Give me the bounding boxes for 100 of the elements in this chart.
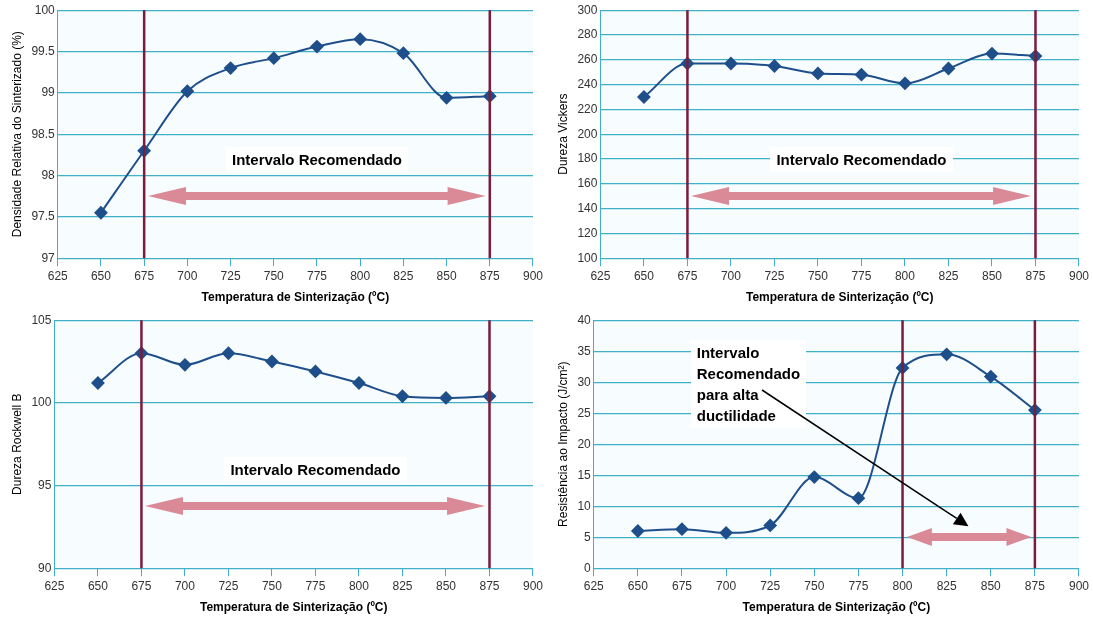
y-tick-label: 120 — [577, 225, 598, 240]
point — [854, 68, 868, 82]
x-tick-label: 875 — [1024, 578, 1046, 593]
x-tick-label: 650 — [627, 578, 649, 593]
x-tick-label: 825 — [392, 578, 413, 593]
x-tick-label: 850 — [980, 578, 1002, 593]
x-tick-label: 775 — [306, 268, 328, 283]
point — [440, 91, 454, 105]
x-tick-label: 775 — [305, 578, 326, 593]
point — [675, 522, 689, 536]
y-tick-label: 20 — [577, 436, 592, 451]
x-tick-label: 700 — [177, 268, 198, 283]
x-tick-label: 675 — [134, 268, 155, 283]
y-tick-label: 0 — [584, 560, 592, 575]
y-tick-label: 99 — [41, 85, 56, 100]
y-tick-label: 200 — [577, 126, 598, 141]
x-tick-label: 650 — [90, 268, 112, 283]
x-tick-label: 875 — [1025, 268, 1046, 283]
y-tick-label: 300 — [577, 2, 598, 17]
y-tick-label: 10 — [577, 498, 592, 513]
y-tick-label: 240 — [577, 76, 598, 91]
x-tick-label: 900 — [1068, 268, 1090, 283]
y-tick-label: 105 — [31, 312, 52, 327]
x-tick-label: 650 — [87, 578, 109, 593]
annotation: Intervalo Recomendado — [225, 146, 409, 172]
y-tick-label: 98 — [41, 167, 56, 182]
y-tick-label: 98.5 — [31, 126, 56, 141]
x-tick-label: 875 — [479, 578, 500, 593]
point — [940, 347, 954, 361]
x-tick-label: 850 — [436, 268, 457, 283]
y-tick-label: 180 — [577, 151, 598, 166]
y-tick-label: 5 — [584, 529, 592, 544]
annotation: Intervalo Recomendado para alta ductilidade — [690, 340, 807, 429]
point — [180, 84, 194, 98]
x-tick-label: 625 — [590, 268, 611, 283]
point — [985, 47, 999, 61]
y-tick-label: 140 — [577, 200, 598, 215]
x-tick-label: 900 — [1068, 578, 1090, 593]
x-tick-label: 900 — [522, 578, 544, 593]
x-tick-label: 625 — [44, 578, 65, 593]
y-tick-label: 25 — [577, 405, 592, 420]
x-tick-label: 700 — [174, 578, 196, 593]
x-tick-label: 800 — [894, 268, 916, 283]
y-tick-label: 220 — [577, 101, 598, 116]
y-tick-label: 15 — [577, 467, 592, 482]
y-axis-title: Resistência ao Impacto (J/cm²) — [555, 361, 570, 527]
x-tick-label: 800 — [350, 268, 371, 283]
x-axis-title: Temperatura de Sinterização (ºC) — [201, 290, 390, 305]
x-tick-label: 800 — [348, 578, 370, 593]
point — [637, 90, 651, 104]
x-tick-label: 825 — [938, 268, 959, 283]
y-tick-label: 30 — [577, 374, 592, 389]
point — [395, 389, 409, 403]
x-tick-label: 700 — [720, 268, 742, 283]
y-tick-label: 260 — [577, 52, 598, 67]
y-tick-label: 100 — [34, 2, 56, 17]
y-tick-label: 100 — [31, 395, 52, 410]
x-tick-label: 675 — [131, 578, 152, 593]
point — [984, 370, 998, 384]
x-tick-label: 750 — [263, 268, 285, 283]
point — [898, 76, 912, 90]
x-tick-label: 750 — [807, 268, 829, 283]
x-tick-label: 625 — [47, 268, 69, 283]
y-tick-label: 280 — [577, 27, 598, 42]
y-axis-title: Dureza Rockwell B — [9, 393, 24, 495]
point — [439, 391, 453, 405]
x-tick-label: 800 — [892, 578, 913, 593]
point — [767, 59, 781, 73]
point — [851, 491, 865, 505]
x-tick-label: 725 — [760, 578, 781, 593]
point — [352, 376, 366, 390]
point — [91, 376, 105, 390]
x-tick-label: 675 — [677, 268, 698, 283]
y-tick-label: 100 — [577, 250, 598, 265]
y-axis-title: Densidade Relativa do Sinterizado (%) — [9, 31, 24, 238]
point — [396, 46, 410, 60]
y-tick-label: 95 — [38, 477, 52, 492]
x-tick-label: 750 — [804, 578, 825, 593]
y-tick-label: 40 — [577, 312, 592, 327]
point — [308, 364, 322, 378]
y-tick-label: 97.5 — [31, 209, 56, 224]
x-tick-label: 775 — [848, 578, 869, 593]
point — [353, 32, 367, 46]
x-axis-title: Temperatura de Sinterização (ºC) — [742, 600, 931, 615]
x-tick-label: 875 — [479, 268, 501, 283]
x-tick-label: 850 — [981, 268, 1003, 283]
x-tick-label: 825 — [393, 268, 414, 283]
x-tick-label: 625 — [583, 578, 605, 593]
x-tick-label: 775 — [851, 268, 872, 283]
point — [178, 358, 192, 372]
x-tick-label: 900 — [522, 268, 544, 283]
point — [310, 40, 324, 54]
point — [631, 524, 645, 538]
y-tick-label: 160 — [577, 176, 598, 191]
point — [224, 61, 238, 75]
point — [811, 66, 825, 80]
annotation: Intervalo Recomendado — [224, 456, 407, 482]
point — [719, 526, 733, 540]
x-tick-label: 850 — [435, 578, 457, 593]
x-tick-label: 725 — [220, 268, 241, 283]
